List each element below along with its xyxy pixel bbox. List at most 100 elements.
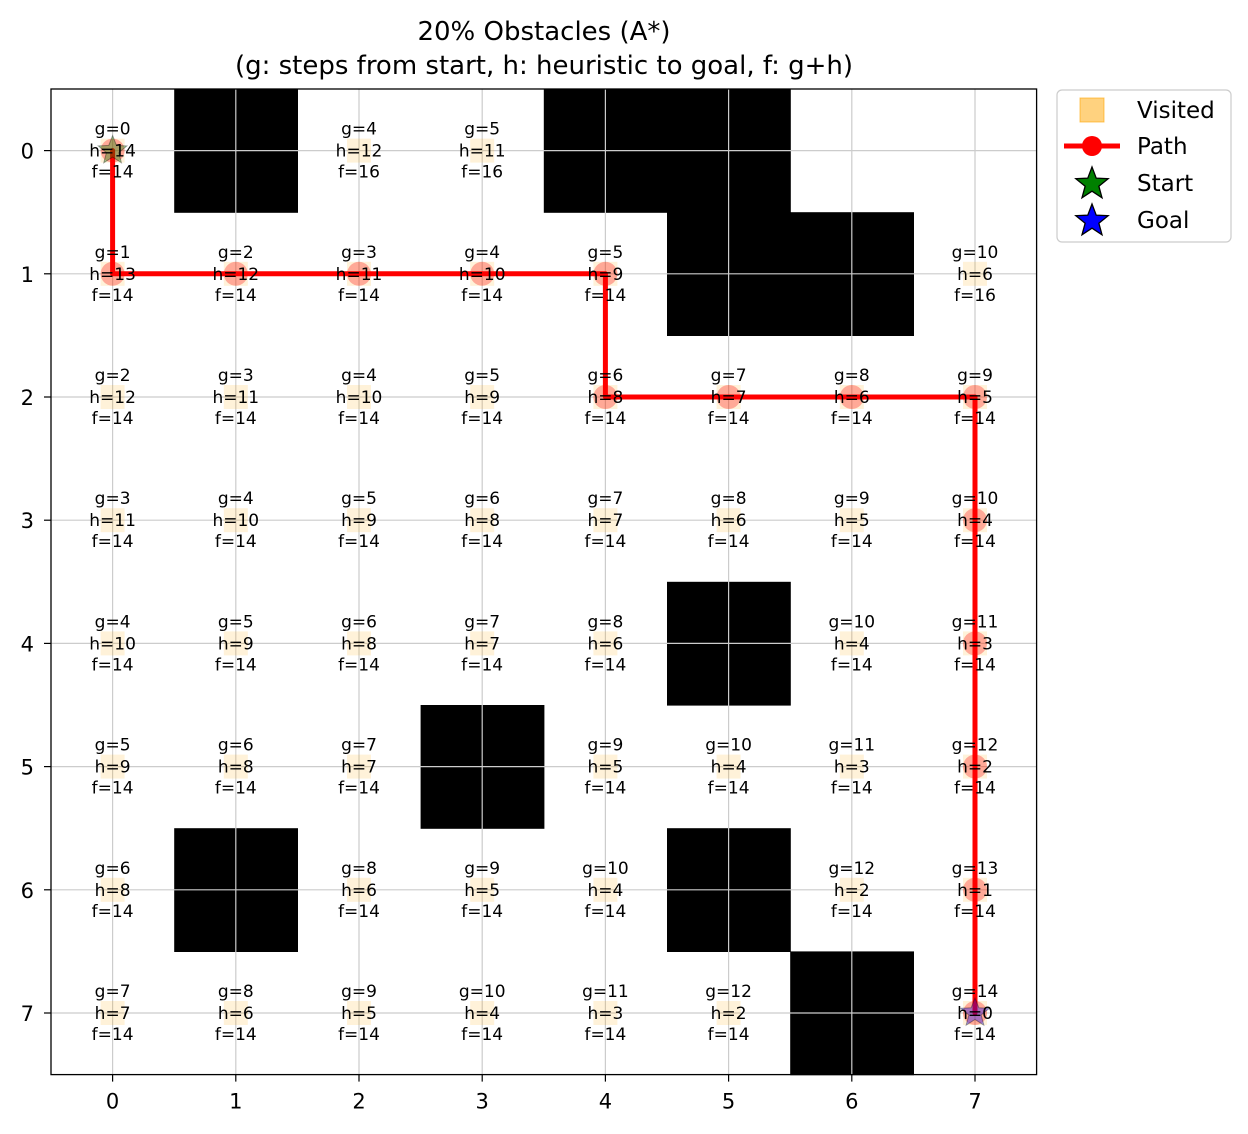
visited-marker xyxy=(223,508,248,533)
cell-label-g: g=12 xyxy=(828,859,875,879)
path-marker xyxy=(347,261,371,286)
cell-label-h: h=11 xyxy=(336,265,383,285)
cell-label-g: g=5 xyxy=(464,120,500,140)
visited-marker xyxy=(470,138,495,163)
cell-label-f: f=14 xyxy=(831,779,873,799)
x-tick-label: 3 xyxy=(476,1090,489,1114)
cell-label-g: g=4 xyxy=(95,612,131,632)
cell-label-g: g=5 xyxy=(95,736,131,756)
visited-marker xyxy=(470,1001,495,1025)
cell-label-h: h=8 xyxy=(218,758,254,778)
cell-label-g: g=9 xyxy=(587,736,623,756)
cell-label-h: h=3 xyxy=(587,1004,623,1024)
legend-start-star xyxy=(1074,165,1110,200)
cell-label-h: h=2 xyxy=(957,758,993,778)
visited-marker xyxy=(839,631,864,656)
legend-visited-swatch xyxy=(1079,97,1105,123)
cell-label-g: g=8 xyxy=(711,489,747,509)
cell-label-g: g=4 xyxy=(341,120,377,140)
cell-label-g: g=10 xyxy=(459,982,506,1002)
goal-marker xyxy=(959,996,991,1027)
cell-label-g: g=4 xyxy=(464,243,500,263)
cell-label-h: h=8 xyxy=(464,511,500,531)
cell-label-h: h=11 xyxy=(212,388,259,408)
visited-marker xyxy=(223,1001,248,1025)
cell-label-g: g=4 xyxy=(218,489,254,509)
visited-marker xyxy=(593,877,618,902)
cell-label-f: f=14 xyxy=(215,532,257,552)
cell-label-f: f=14 xyxy=(584,655,626,675)
cell-label-f: f=14 xyxy=(338,532,380,552)
cell-label-g: g=9 xyxy=(341,982,377,1002)
cell-label-h: h=9 xyxy=(341,511,377,531)
cell-label-g: g=1 xyxy=(95,243,131,263)
cell-label-f: f=14 xyxy=(954,532,996,552)
cell-label-f: f=14 xyxy=(338,902,380,922)
visited-marker xyxy=(223,385,248,409)
cell-label-g: g=2 xyxy=(218,243,254,263)
path-marker xyxy=(963,754,987,779)
cell-label-f: f=14 xyxy=(461,902,503,922)
cell-label-h: h=6 xyxy=(587,634,623,654)
cell-label-f: f=14 xyxy=(584,902,626,922)
visited-marker xyxy=(100,877,125,902)
cell-label-g: g=14 xyxy=(952,982,999,1002)
cell-label-h: h=9 xyxy=(218,634,254,654)
legend-path-marker xyxy=(1082,136,1102,156)
cell-label-g: g=8 xyxy=(341,859,377,879)
cell-label-f: f=14 xyxy=(954,1025,996,1045)
cell-label-h: h=9 xyxy=(95,758,131,778)
cell-label-h: h=6 xyxy=(341,881,377,901)
cell-label-f: f=14 xyxy=(338,1025,380,1045)
cell-label-f: f=14 xyxy=(708,409,750,429)
cell-label-f: f=14 xyxy=(584,286,626,306)
visited-marker xyxy=(100,385,125,409)
cell-label-h: h=12 xyxy=(212,265,259,285)
visited-marker xyxy=(223,631,248,656)
path-marker xyxy=(593,261,618,286)
cell-label-g: g=7 xyxy=(711,366,747,386)
cell-label-f: f=16 xyxy=(461,163,503,183)
cell-label-g: g=10 xyxy=(952,489,999,509)
cell-label-h: h=7 xyxy=(464,634,500,654)
cell-label-f: f=14 xyxy=(708,532,750,552)
cell-label-f: f=14 xyxy=(954,409,996,429)
cell-label-h: h=7 xyxy=(711,388,747,408)
cell-label-h: h=2 xyxy=(711,1004,747,1024)
visited-marker xyxy=(839,754,864,779)
cell-label-f: f=14 xyxy=(584,532,626,552)
plot-area: g=0h=14f=14g=4h=12f=16g=5h=11f=16g=1h=13… xyxy=(21,88,1038,1114)
cell-label-f: f=14 xyxy=(584,409,626,429)
cell-label-h: h=6 xyxy=(218,1004,254,1024)
legend-label-goal: Goal xyxy=(1137,208,1189,234)
cell-label-f: f=14 xyxy=(92,902,134,922)
cell-label-f: f=14 xyxy=(92,532,134,552)
cell-label-h: h=10 xyxy=(336,388,383,408)
cell-label-f: f=14 xyxy=(215,1025,257,1045)
cell-label-g: g=6 xyxy=(587,366,623,386)
cell-label-f: f=14 xyxy=(338,655,380,675)
cell-label-g: g=5 xyxy=(464,366,500,386)
cell-label-g: g=12 xyxy=(705,982,752,1002)
cell-label-h: h=6 xyxy=(957,265,993,285)
cell-label-h: h=3 xyxy=(957,634,993,654)
cell-label-h: h=7 xyxy=(95,1004,131,1024)
visited-marker xyxy=(100,508,125,533)
legend-box xyxy=(1056,89,1232,243)
cell-label-h: h=7 xyxy=(587,511,623,531)
cell-label-g: g=10 xyxy=(828,612,875,632)
path-marker xyxy=(963,1001,987,1025)
y-tick-label: 5 xyxy=(21,756,34,780)
visited-marker xyxy=(839,508,864,533)
x-tick-label: 0 xyxy=(106,1090,119,1114)
cell-label-h: h=9 xyxy=(587,265,623,285)
path-line xyxy=(110,148,978,1016)
cell-label-h: h=6 xyxy=(711,511,747,531)
cell-label-f: f=14 xyxy=(461,532,503,552)
cell-label-h: h=12 xyxy=(336,142,383,162)
visited-marker xyxy=(593,508,618,533)
path-marker xyxy=(963,385,987,409)
visited-marker xyxy=(347,508,371,533)
path-marker xyxy=(839,385,864,409)
